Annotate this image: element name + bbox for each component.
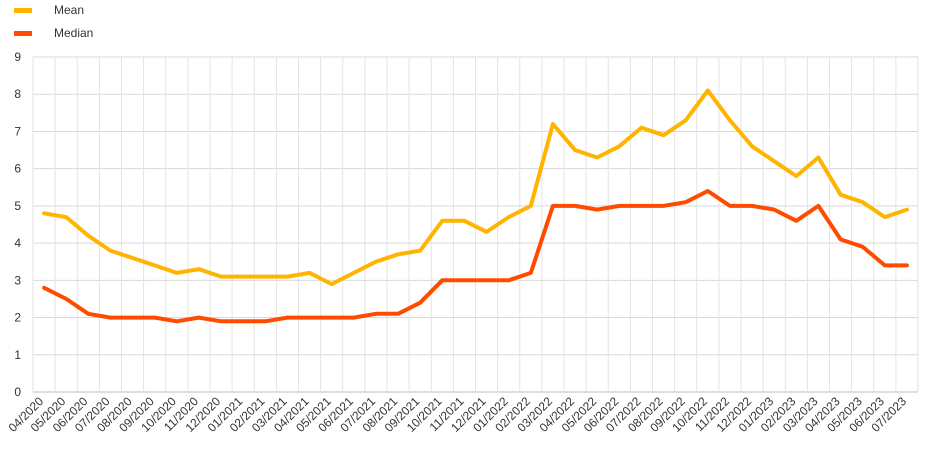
y-tick-label: 9	[14, 50, 21, 64]
legend-swatch-mean	[14, 7, 32, 13]
y-tick-label: 1	[14, 348, 21, 362]
y-tick-label: 8	[14, 87, 21, 101]
legend-label-mean: Mean	[54, 3, 85, 17]
y-tick-label: 5	[14, 199, 21, 213]
y-tick-label: 6	[14, 162, 21, 176]
y-tick-label: 0	[14, 385, 21, 399]
y-tick-label: 3	[14, 273, 21, 287]
series-line-median	[42, 189, 909, 324]
legend-label-median: Median	[54, 26, 94, 40]
y-tick-label: 2	[14, 311, 21, 325]
series-line-mean	[42, 88, 909, 287]
y-tick-label: 4	[14, 236, 21, 250]
y-tick-label: 7	[14, 124, 21, 138]
legend-swatch-median	[14, 30, 32, 36]
chart-legend: Mean Median	[14, 0, 93, 46]
legend-item-mean: Mean	[14, 0, 93, 20]
legend-item-median: Median	[14, 23, 93, 43]
